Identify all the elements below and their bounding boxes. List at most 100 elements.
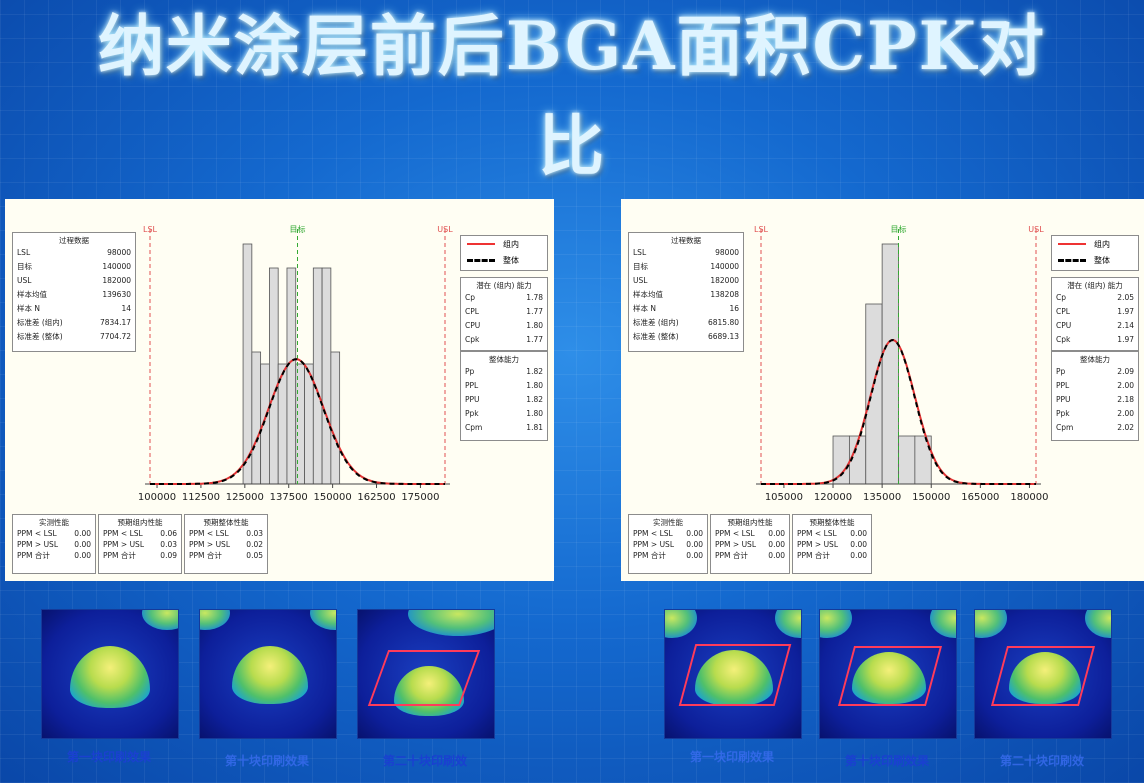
solder-corner	[1085, 610, 1111, 638]
stat-label: PPM > USL	[715, 540, 756, 549]
target-label: 目标	[290, 224, 306, 234]
stat-label: PPM < LSL	[797, 529, 837, 538]
stat-label: 标准差 (组内)	[633, 318, 679, 327]
solder-corner	[775, 610, 801, 638]
perf-header: 预期组内性能	[727, 518, 773, 527]
solder-mound	[232, 646, 308, 704]
stat-value: 1.81	[526, 423, 543, 432]
thumb-caption: 第二十块印刷效	[999, 754, 1084, 768]
stat-value: 1.97	[1117, 307, 1134, 316]
stat-value: 2.00	[1117, 409, 1134, 418]
stat-label: PPM < LSL	[633, 529, 673, 538]
stat-row: Ppk 1.80	[461, 407, 547, 421]
histogram-bar	[330, 351, 341, 485]
histogram-bar	[304, 363, 314, 485]
stat-label: CPL	[465, 307, 479, 316]
stat-row: PPM 合计 0.00	[711, 550, 789, 561]
overall-capability-box: 整体能力 Pp 1.82 PPL 1.80 PPU 1.82 Ppk 1.80 Cpm 1.81	[460, 351, 548, 441]
stat-label: CPL	[1056, 307, 1070, 316]
stat-row: PPM < LSL 0.00	[711, 528, 789, 539]
target-label: 目标	[891, 224, 907, 234]
x-tick-label: 175000	[401, 492, 439, 503]
stat-value: 6815.80	[707, 318, 739, 327]
within-swatch	[467, 243, 495, 245]
x-tick-label: 125000	[226, 492, 264, 503]
solder-mound	[1009, 652, 1081, 704]
legend-within: 组内	[503, 239, 519, 249]
x-tick-label: 120000	[814, 492, 852, 503]
stat-value: 0.00	[850, 540, 867, 549]
stat-row: CPL 1.97	[1052, 305, 1138, 319]
stat-label: 样本 N	[633, 304, 656, 313]
stat-label: 样本均值	[633, 290, 663, 299]
stat-label: 标准差 (整体)	[633, 332, 679, 341]
perf-box-overall: 预期整体性能 PPM < LSL 0.00 PPM > USL 0.00 PPM 合计 0.…	[792, 514, 872, 574]
stat-value: 0.03	[160, 540, 177, 549]
stat-label: USL	[633, 276, 648, 285]
stat-row: CPL 1.77	[461, 305, 547, 319]
thumb-caption: 第十块印刷效果	[844, 754, 929, 768]
overall-curve	[761, 338, 1036, 485]
stat-label: 标准差 (整体)	[17, 332, 63, 341]
print-thumbnail	[199, 609, 337, 739]
stat-row: CPU 2.14	[1052, 319, 1138, 333]
potential-capability-box: 潜在 (组内) 能力 Cp 1.78 CPL 1.77 CPU 1.80 Cpk 1.77	[460, 277, 548, 351]
stat-row: PPM 合计 0.00	[13, 550, 95, 561]
x-tick-label: 162500	[357, 492, 395, 503]
stat-label: USL	[17, 276, 32, 285]
legend: 组内 整体	[460, 235, 548, 271]
solder-mound	[70, 646, 150, 708]
slide-title-line2: 比	[538, 107, 606, 185]
perf-box-within: 预期组内性能 PPM < LSL 0.06 PPM > USL 0.03 PPM 合计 0.…	[98, 514, 182, 574]
stat-row: PPM > USL 0.03	[99, 539, 181, 550]
stat-value: 1.78	[526, 293, 543, 302]
lsl-label: LSL	[754, 225, 769, 234]
solder-corner	[975, 610, 1007, 638]
stat-label: PPM > USL	[633, 540, 674, 549]
stat-row: PPM < LSL 0.06	[99, 528, 181, 539]
stat-row: Cpm 1.81	[461, 421, 547, 435]
cpk-panel-after: 过程数据 LSL 98000 目标 140000 USL 182000 样本均值 138208…	[621, 199, 1144, 581]
perf-header: 预期整体性能	[203, 518, 249, 527]
stat-value: 182000	[102, 276, 131, 285]
overall-capability-box: 整体能力 Pp 2.09 PPL 2.00 PPU 2.18 Ppk 2.00 Cpm 2.02	[1051, 351, 1139, 441]
x-tick-label: 150000	[314, 492, 352, 503]
histogram-bar	[242, 243, 253, 485]
stat-value: 0.00	[768, 540, 785, 549]
stat-value: 1.80	[526, 409, 543, 418]
stat-row: PPL 1.80	[461, 379, 547, 393]
stat-label: CPU	[465, 321, 481, 330]
stat-value: 0.00	[850, 551, 867, 560]
overall-curve	[150, 358, 445, 485]
lsl-label: LSL	[143, 225, 158, 234]
stat-row: Cpm 2.02	[1052, 421, 1138, 435]
solder-corner	[665, 610, 697, 638]
stat-label: Cpk	[1056, 335, 1071, 344]
measure-frame	[678, 644, 792, 706]
solder-corner	[408, 610, 494, 636]
stat-value: 0.00	[768, 529, 785, 538]
stat-row: Cpk 1.77	[461, 333, 547, 347]
usl-label: USL	[1028, 225, 1044, 234]
stat-value: 1.82	[526, 395, 543, 404]
stat-value: 0.09	[160, 551, 177, 560]
stat-row: PPU 1.82	[461, 393, 547, 407]
stat-value: 0.00	[686, 551, 703, 560]
perf-box-observed: 实测性能 PPM < LSL 0.00 PPM > USL 0.00 PPM 合计 0.00	[12, 514, 96, 574]
solder-corner	[930, 610, 956, 638]
x-tick-label: 135000	[863, 492, 901, 503]
stat-label: 样本 N	[17, 304, 40, 313]
stat-row: PPL 2.00	[1052, 379, 1138, 393]
stat-value: 2.00	[1117, 381, 1134, 390]
stat-label: 目标	[633, 262, 648, 271]
solder-corner	[200, 610, 230, 630]
stat-row: PPM > USL 0.00	[13, 539, 95, 550]
stat-value: 6689.13	[707, 332, 739, 341]
thumb-caption: 第一块印刷效果	[66, 750, 151, 764]
stat-row: Cpk 1.97	[1052, 333, 1138, 347]
stat-row: LSL 98000	[13, 246, 135, 260]
stat-value: 1.82	[526, 367, 543, 376]
stat-label: CPU	[1056, 321, 1072, 330]
stat-value: 0.00	[74, 551, 91, 560]
stat-row: PPM 合计 0.00	[793, 550, 871, 561]
